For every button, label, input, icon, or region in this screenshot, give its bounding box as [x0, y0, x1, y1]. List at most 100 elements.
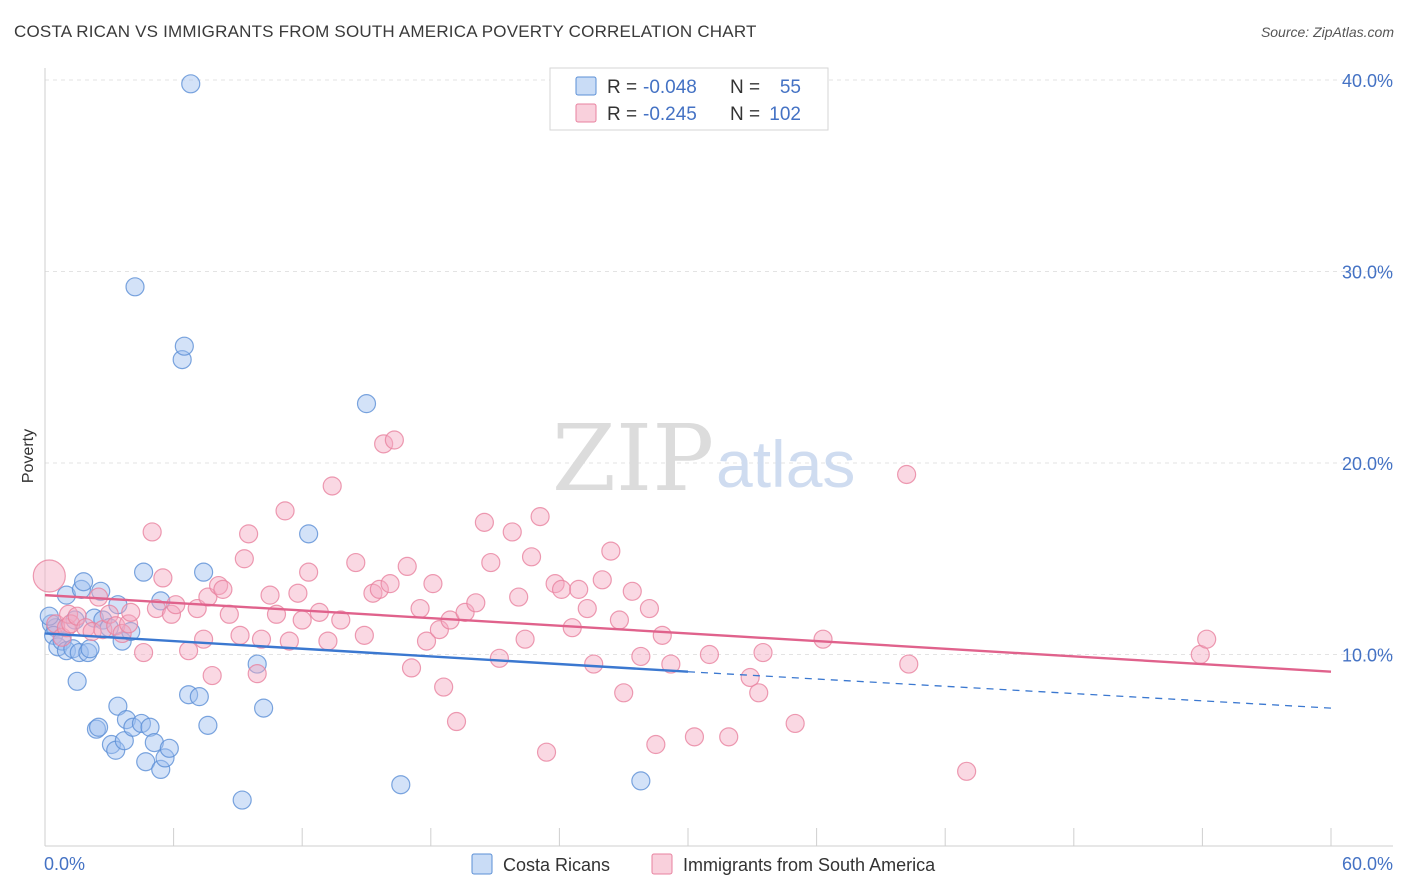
legend-n-label: N = [730, 77, 760, 98]
watermark-atlas: atlas [716, 427, 855, 501]
trend-lines [44, 593, 1332, 709]
data-point [530, 507, 550, 527]
data-point [247, 664, 267, 684]
data-point [466, 593, 486, 613]
data-point [166, 595, 186, 615]
data-point [346, 552, 366, 573]
data-point [614, 683, 634, 703]
legend-r-value-immigrants: -0.245 [643, 104, 697, 125]
y-tick-label-40: 40.0% [1342, 71, 1393, 91]
data-point [174, 336, 194, 356]
trend-line-0 [44, 632, 689, 673]
data-point [551, 579, 572, 599]
data-point [234, 549, 254, 569]
data-point [423, 574, 443, 594]
data-point [569, 579, 589, 599]
data-point [455, 602, 475, 622]
chart-title: COSTA RICAN VS IMMIGRANTS FROM SOUTH AME… [14, 22, 757, 41]
data-point [88, 717, 109, 737]
data-point [374, 434, 394, 454]
data-point [813, 629, 833, 649]
data-point [1197, 629, 1217, 649]
data-point [609, 610, 630, 630]
data-point [299, 524, 319, 544]
data-point [155, 748, 175, 768]
data-point [384, 430, 404, 450]
data-point [489, 648, 509, 668]
data-point [275, 501, 295, 521]
data-point [52, 627, 72, 647]
data-point [397, 556, 417, 577]
data-point [749, 683, 769, 703]
grid-lines [45, 79, 1393, 655]
data-point [181, 74, 201, 94]
data-point [536, 742, 557, 762]
data-point [39, 606, 59, 626]
data-point [753, 642, 773, 663]
data-point [61, 614, 81, 634]
data-point [133, 562, 154, 582]
data-point [481, 552, 501, 573]
data-point [474, 512, 494, 532]
data-point [601, 541, 621, 561]
data-point [67, 671, 87, 691]
data-point [515, 629, 535, 649]
data-point [133, 642, 154, 663]
data-point [159, 738, 179, 758]
data-point [429, 620, 449, 640]
legend-box: R = -0.048 N = 55 R = -0.245 N = 102 [549, 67, 829, 131]
data-point [380, 574, 400, 594]
y-tick-labels: 10.0% 20.0% 30.0% 40.0% [1342, 71, 1393, 666]
axes [44, 68, 1393, 847]
trend-line-1 [44, 593, 1332, 673]
series-costa-ricans-points [32, 430, 1217, 781]
data-point [116, 710, 137, 730]
data-point [434, 677, 454, 697]
data-point [592, 570, 612, 590]
legend-n-value-costa-ricans: 55 [780, 77, 801, 98]
data-point [73, 572, 94, 592]
data-point [202, 665, 222, 686]
data-point [260, 585, 280, 605]
legend-swatch-immigrants [575, 103, 597, 123]
legend-r-label: R = [607, 77, 637, 98]
data-point [369, 579, 389, 599]
trend-extension-0 [687, 671, 1332, 709]
watermark-zip: ZIP [552, 405, 714, 512]
legend-r-value-costa-ricans: -0.048 [643, 77, 697, 98]
data-point [356, 394, 377, 414]
data-point [509, 587, 529, 607]
x-tick-min: 0.0% [44, 854, 85, 874]
bottom-legend-immigrants: Immigrants from South America [683, 855, 936, 875]
data-point [577, 598, 597, 619]
data-point [108, 696, 128, 716]
data-point [153, 568, 173, 588]
data-point [239, 524, 259, 544]
data-point [318, 631, 338, 651]
data-point [144, 732, 164, 753]
data-point [639, 598, 660, 619]
legend-swatch-costa-ricans [575, 76, 597, 96]
data-point [146, 598, 167, 619]
data-point [136, 752, 156, 772]
legend-n-value-immigrants: 102 [769, 104, 801, 125]
data-point [179, 641, 199, 661]
data-point [401, 658, 422, 678]
data-point [219, 604, 239, 624]
data-point [161, 604, 182, 624]
source-label: Source: ZipAtlas.com [1260, 24, 1394, 40]
data-point [646, 734, 666, 755]
data-point [410, 598, 430, 619]
data-point [785, 713, 805, 734]
data-point [354, 625, 374, 645]
data-point [118, 614, 139, 634]
data-point [288, 583, 308, 603]
x-tick-max: 60.0% [1342, 854, 1393, 874]
data-point [957, 761, 977, 781]
data-point [652, 625, 672, 645]
data-point [121, 602, 141, 622]
data-point [114, 731, 134, 751]
data-point [32, 559, 66, 593]
data-point [230, 625, 250, 645]
